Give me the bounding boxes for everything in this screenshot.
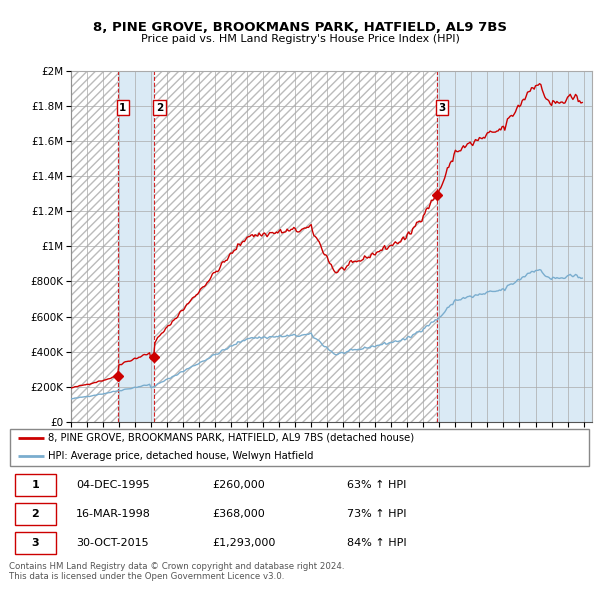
Text: 3: 3 [438, 103, 445, 113]
Text: 3: 3 [31, 537, 39, 548]
FancyBboxPatch shape [15, 532, 56, 553]
Text: 2: 2 [156, 103, 163, 113]
Text: Contains HM Land Registry data © Crown copyright and database right 2024.
This d: Contains HM Land Registry data © Crown c… [9, 562, 344, 581]
Text: 1: 1 [31, 480, 39, 490]
Text: 8, PINE GROVE, BROOKMANS PARK, HATFIELD, AL9 7BS (detached house): 8, PINE GROVE, BROOKMANS PARK, HATFIELD,… [48, 433, 414, 443]
Text: 1: 1 [119, 103, 127, 113]
Text: 30-OCT-2015: 30-OCT-2015 [76, 537, 149, 548]
Text: 84% ↑ HPI: 84% ↑ HPI [347, 537, 406, 548]
Bar [437, 71, 592, 422]
FancyBboxPatch shape [15, 474, 56, 496]
Bar [118, 71, 154, 422]
Text: Price paid vs. HM Land Registry's House Price Index (HPI): Price paid vs. HM Land Registry's House … [140, 34, 460, 44]
Text: 63% ↑ HPI: 63% ↑ HPI [347, 480, 406, 490]
Text: 8, PINE GROVE, BROOKMANS PARK, HATFIELD, AL9 7BS: 8, PINE GROVE, BROOKMANS PARK, HATFIELD,… [93, 21, 507, 34]
Text: 73% ↑ HPI: 73% ↑ HPI [347, 509, 406, 519]
Text: £260,000: £260,000 [212, 480, 265, 490]
Text: 04-DEC-1995: 04-DEC-1995 [76, 480, 149, 490]
FancyBboxPatch shape [10, 429, 589, 466]
Text: 16-MAR-1998: 16-MAR-1998 [76, 509, 151, 519]
Text: 2: 2 [31, 509, 39, 519]
Text: HPI: Average price, detached house, Welwyn Hatfield: HPI: Average price, detached house, Welw… [48, 451, 313, 461]
Text: £1,293,000: £1,293,000 [212, 537, 276, 548]
FancyBboxPatch shape [15, 503, 56, 525]
Text: £368,000: £368,000 [212, 509, 265, 519]
